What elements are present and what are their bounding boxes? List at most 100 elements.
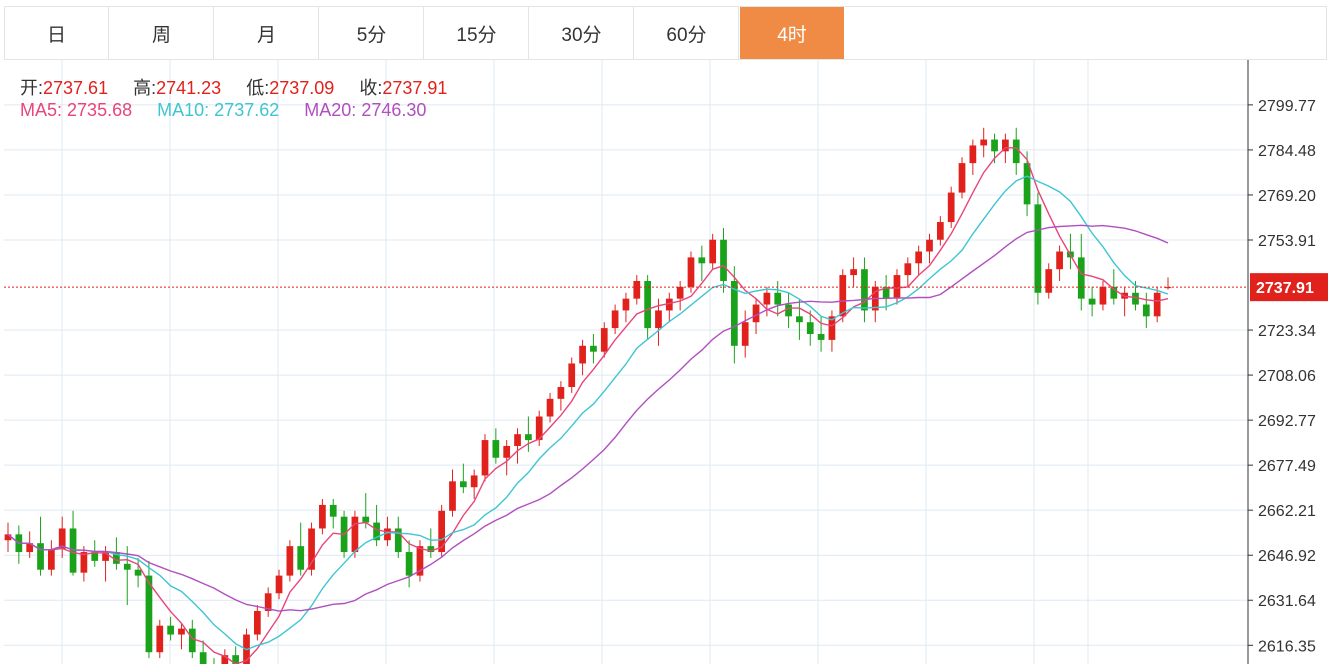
candle-body xyxy=(655,310,662,329)
candle-body xyxy=(709,239,717,264)
tab-60min[interactable]: 60分 xyxy=(635,7,739,59)
candle-body xyxy=(91,552,99,561)
high-value: 2741.23 xyxy=(156,78,222,98)
ohlc-readout: 开:2737.61 高:2741.23 低:2737.09 收:2737.91 xyxy=(20,74,447,100)
ma5-line xyxy=(7,147,1169,664)
close-value: 2737.91 xyxy=(382,78,448,98)
ma10-value: 2737.62 xyxy=(214,100,280,120)
candle-body xyxy=(427,546,435,553)
candle-body xyxy=(546,398,554,417)
candle-body xyxy=(167,625,174,635)
candle-body xyxy=(1132,292,1139,305)
candle-body xyxy=(665,298,673,311)
candle-body xyxy=(915,251,923,264)
candle-body xyxy=(926,239,933,252)
tab-15min[interactable]: 15分 xyxy=(425,7,529,59)
candle-body xyxy=(297,546,305,570)
candle-body xyxy=(720,239,727,281)
candle-body xyxy=(579,345,586,364)
candle-body xyxy=(394,528,402,553)
candlestick-chart[interactable]: 2799.77 2784.48 2769.20 2753.91 2723.34 2708.… xyxy=(0,60,1330,664)
candle-body xyxy=(958,163,966,193)
tab-week[interactable]: 周 xyxy=(110,7,214,59)
candle-body xyxy=(362,516,370,523)
candle-body xyxy=(796,316,803,323)
candle-body xyxy=(633,280,641,299)
tab-month[interactable]: 月 xyxy=(215,7,319,59)
candle-body xyxy=(828,316,836,340)
ma20-line xyxy=(7,224,1169,612)
candle-body xyxy=(1077,257,1085,299)
candle-body xyxy=(936,222,944,240)
candle-body xyxy=(535,416,543,441)
candle-body xyxy=(611,310,619,329)
candle-body xyxy=(221,655,229,664)
ma5-label: MA5: xyxy=(20,100,63,120)
open-label: 开: xyxy=(20,78,44,98)
candle-body xyxy=(1023,163,1031,205)
candle-body xyxy=(123,563,131,570)
y-tick-label: 2784.48 xyxy=(1258,143,1316,160)
candle-body xyxy=(774,292,782,305)
candle-body xyxy=(26,543,34,553)
candle-body xyxy=(178,628,185,635)
candle-body xyxy=(861,269,868,311)
candle-body xyxy=(850,269,857,276)
candle-body xyxy=(806,322,814,335)
period-tab-bar: 日 周 月 5分 15分 30分 60分 4时 xyxy=(4,6,1327,60)
candle-body xyxy=(698,257,706,264)
candle-body xyxy=(1142,304,1150,317)
candle-body xyxy=(102,552,109,561)
candle-body xyxy=(687,257,695,287)
candle-body xyxy=(568,363,576,388)
tab-4hour[interactable]: 4时 xyxy=(740,7,844,59)
candle-body xyxy=(622,298,630,311)
candle-body xyxy=(1110,286,1118,299)
candle-body xyxy=(1153,292,1161,317)
candle-body xyxy=(600,328,608,352)
candle-body xyxy=(785,304,792,317)
candle-body xyxy=(351,516,359,553)
tab-day[interactable]: 日 xyxy=(5,7,109,59)
low-label: 低: xyxy=(246,78,270,98)
candle-body xyxy=(275,575,283,594)
candle-body xyxy=(416,546,424,576)
y-tick-label: 2616.35 xyxy=(1258,638,1316,655)
candle-body xyxy=(752,304,760,323)
chart-canvas[interactable]: 2799.77 2784.48 2769.20 2753.91 2723.34 2708.… xyxy=(0,60,1330,664)
candle-body xyxy=(481,440,489,476)
candle-body xyxy=(947,192,955,223)
candle-body xyxy=(37,543,44,570)
candle-body xyxy=(80,552,88,573)
candle-body xyxy=(1012,139,1020,164)
candle-body xyxy=(1002,139,1009,152)
ma10-line xyxy=(7,175,1169,651)
candle-body xyxy=(319,504,326,529)
candle-body xyxy=(4,534,12,541)
tab-5min[interactable]: 5分 xyxy=(320,7,424,59)
ma10-label: MA10: xyxy=(157,100,210,120)
candle-body xyxy=(134,569,142,576)
candle-body xyxy=(741,322,749,346)
candle-body xyxy=(904,263,912,276)
y-tick-label: 2753.91 xyxy=(1258,233,1316,250)
candle-body xyxy=(199,652,207,664)
y-tick-label: 2799.77 xyxy=(1258,98,1316,115)
candle-body xyxy=(253,610,261,635)
y-tick-label: 2631.64 xyxy=(1258,593,1316,610)
candle-body xyxy=(969,145,977,164)
candle-body xyxy=(308,528,315,570)
y-tick-label: 2677.49 xyxy=(1258,458,1316,475)
y-tick-label: 2708.06 xyxy=(1258,368,1316,385)
candle-body xyxy=(145,575,153,653)
candle-body xyxy=(730,280,738,346)
y-tick-label: 2692.77 xyxy=(1258,413,1316,430)
tab-30min[interactable]: 30分 xyxy=(530,7,634,59)
candle-body xyxy=(405,552,413,576)
open-value: 2737.61 xyxy=(43,78,109,98)
candle-body xyxy=(459,481,467,488)
candle-body xyxy=(763,292,771,305)
candle-body xyxy=(1056,251,1063,270)
candle-body xyxy=(286,546,294,576)
candle-body xyxy=(980,139,988,146)
